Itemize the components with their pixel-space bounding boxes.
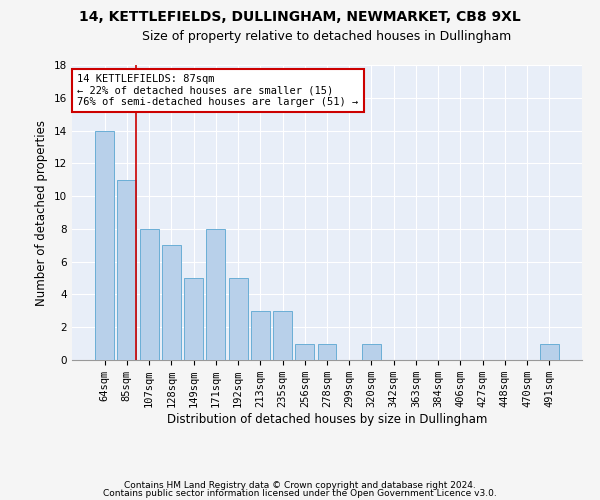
Bar — [251, 311, 270, 360]
Text: 14 KETTLEFIELDS: 87sqm
← 22% of detached houses are smaller (15)
76% of semi-det: 14 KETTLEFIELDS: 87sqm ← 22% of detached… — [77, 74, 358, 107]
X-axis label: Distribution of detached houses by size in Dullingham: Distribution of detached houses by size … — [167, 413, 487, 426]
Bar — [95, 130, 114, 360]
Text: Contains public sector information licensed under the Open Government Licence v3: Contains public sector information licen… — [103, 488, 497, 498]
Title: Size of property relative to detached houses in Dullingham: Size of property relative to detached ho… — [142, 30, 512, 43]
Bar — [162, 246, 181, 360]
Y-axis label: Number of detached properties: Number of detached properties — [35, 120, 49, 306]
Bar — [140, 229, 158, 360]
Bar — [273, 311, 292, 360]
Bar — [362, 344, 381, 360]
Bar — [229, 278, 248, 360]
Bar — [118, 180, 136, 360]
Bar — [540, 344, 559, 360]
Text: Contains HM Land Registry data © Crown copyright and database right 2024.: Contains HM Land Registry data © Crown c… — [124, 481, 476, 490]
Text: 14, KETTLEFIELDS, DULLINGHAM, NEWMARKET, CB8 9XL: 14, KETTLEFIELDS, DULLINGHAM, NEWMARKET,… — [79, 10, 521, 24]
Bar — [295, 344, 314, 360]
Bar — [317, 344, 337, 360]
Bar — [184, 278, 203, 360]
Bar — [206, 229, 225, 360]
